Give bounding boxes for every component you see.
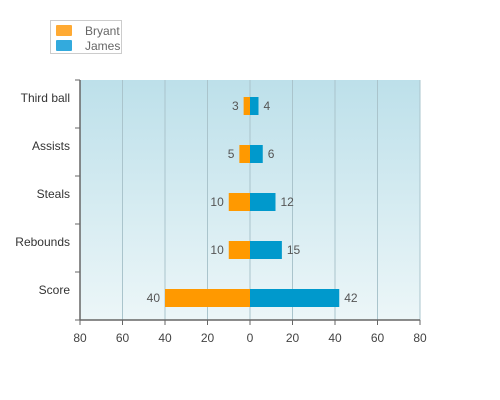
legend-label-james: James xyxy=(85,39,121,53)
category-label: Steals xyxy=(37,187,70,201)
bar-bryant[interactable] xyxy=(165,289,250,307)
data-label-james: 4 xyxy=(264,99,271,113)
data-label-bryant: 10 xyxy=(210,243,224,257)
x-tick-label: 0 xyxy=(247,331,254,345)
category-label: Rebounds xyxy=(15,235,70,249)
bar-james[interactable] xyxy=(250,289,340,307)
category-label: Third ball xyxy=(21,91,70,105)
x-tick-label: 60 xyxy=(116,331,130,345)
x-tick-label: 20 xyxy=(286,331,300,345)
data-label-james: 6 xyxy=(268,147,275,161)
data-label-bryant: 10 xyxy=(210,195,224,209)
data-label-james: 12 xyxy=(281,195,295,209)
data-label-james: 15 xyxy=(287,243,301,257)
x-tick-label: 60 xyxy=(371,331,385,345)
legend-label-bryant: Bryant xyxy=(85,24,120,38)
data-label-bryant: 40 xyxy=(147,291,161,305)
bar-bryant[interactable] xyxy=(239,145,250,163)
bar-bryant[interactable] xyxy=(228,193,250,211)
bar-james[interactable] xyxy=(250,193,276,211)
data-label-james: 42 xyxy=(344,291,358,305)
x-tick-label: 80 xyxy=(413,331,427,345)
x-tick-label: 40 xyxy=(328,331,342,345)
legend-swatch-bryant xyxy=(56,25,72,36)
category-label: Score xyxy=(39,283,71,297)
grid xyxy=(79,80,421,320)
bars: 3 4 5 6 10 12 10 15 40 42 xyxy=(147,97,358,307)
bar-bryant[interactable] xyxy=(228,241,250,259)
bar-james[interactable] xyxy=(250,97,259,115)
bar-james[interactable] xyxy=(250,241,282,259)
bar-james[interactable] xyxy=(250,145,263,163)
x-tick-label: 40 xyxy=(158,331,172,345)
category-label: Assists xyxy=(32,139,70,153)
legend-swatch-james xyxy=(56,40,72,51)
data-label-bryant: 5 xyxy=(228,147,235,161)
data-label-bryant: 3 xyxy=(232,99,239,113)
bar-bryant[interactable] xyxy=(243,97,250,115)
legend: Bryant James xyxy=(50,20,122,54)
x-tick-label: 80 xyxy=(73,331,87,345)
x-tick-label: 20 xyxy=(201,331,215,345)
